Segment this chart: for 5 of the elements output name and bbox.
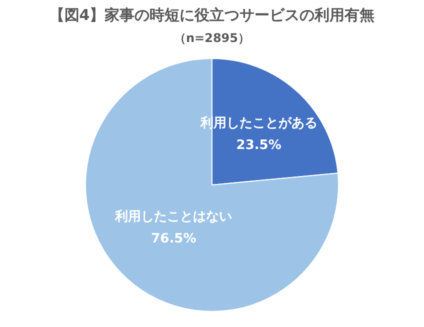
slice-label: 利用したことはない	[114, 208, 232, 224]
data-label: 23.5%	[236, 138, 282, 153]
chart-title: 【図4】家事の時短に役立つサービスの利用有無	[48, 5, 376, 26]
chart-subtitle: （n=2895）	[173, 30, 251, 47]
data-label: 76.5%	[151, 231, 196, 246]
